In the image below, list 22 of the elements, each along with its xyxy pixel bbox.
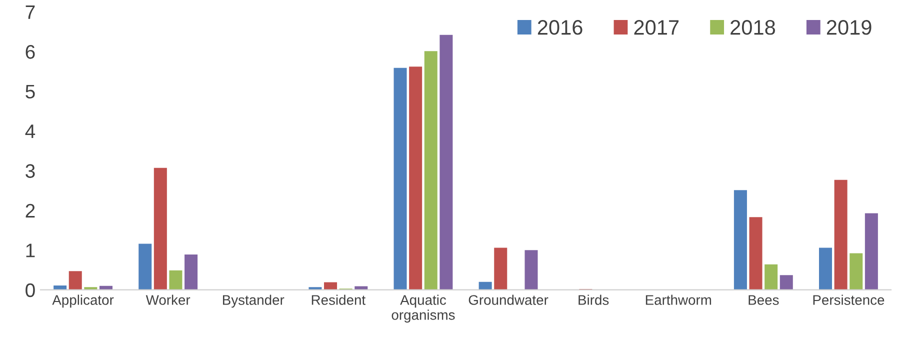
- y-tick-label: 7: [26, 6, 35, 19]
- legend-label: 2017: [634, 20, 679, 35]
- y-tick-label: 1: [26, 244, 35, 258]
- y-tick-label: 2: [26, 204, 35, 218]
- x-tick-label: Groundwater: [468, 294, 548, 305]
- x-tick-label: Bees: [748, 295, 779, 305]
- legend-label: 2016: [538, 20, 582, 35]
- x-tick-label: Birds: [578, 294, 609, 305]
- y-tick-label: 0: [26, 283, 35, 298]
- legend-label: 2018: [730, 20, 776, 35]
- y-tick-label: 4: [25, 124, 36, 138]
- y-tick-label: 5: [26, 84, 35, 99]
- x-tick-label: Earthworm: [646, 294, 712, 305]
- x-tick-label: Aquatic organisms: [392, 294, 455, 323]
- x-tick-label: Applicator: [52, 294, 114, 308]
- x-tick-label: Persistence: [813, 294, 884, 305]
- y-tick-label: 6: [26, 45, 35, 59]
- y-tick-label: 3: [26, 164, 35, 178]
- legend-label: 2019: [826, 20, 872, 35]
- x-tick-label: Bystander: [223, 294, 284, 308]
- x-tick-label: Resident: [312, 294, 366, 305]
- x-tick-label: Worker: [146, 294, 190, 305]
